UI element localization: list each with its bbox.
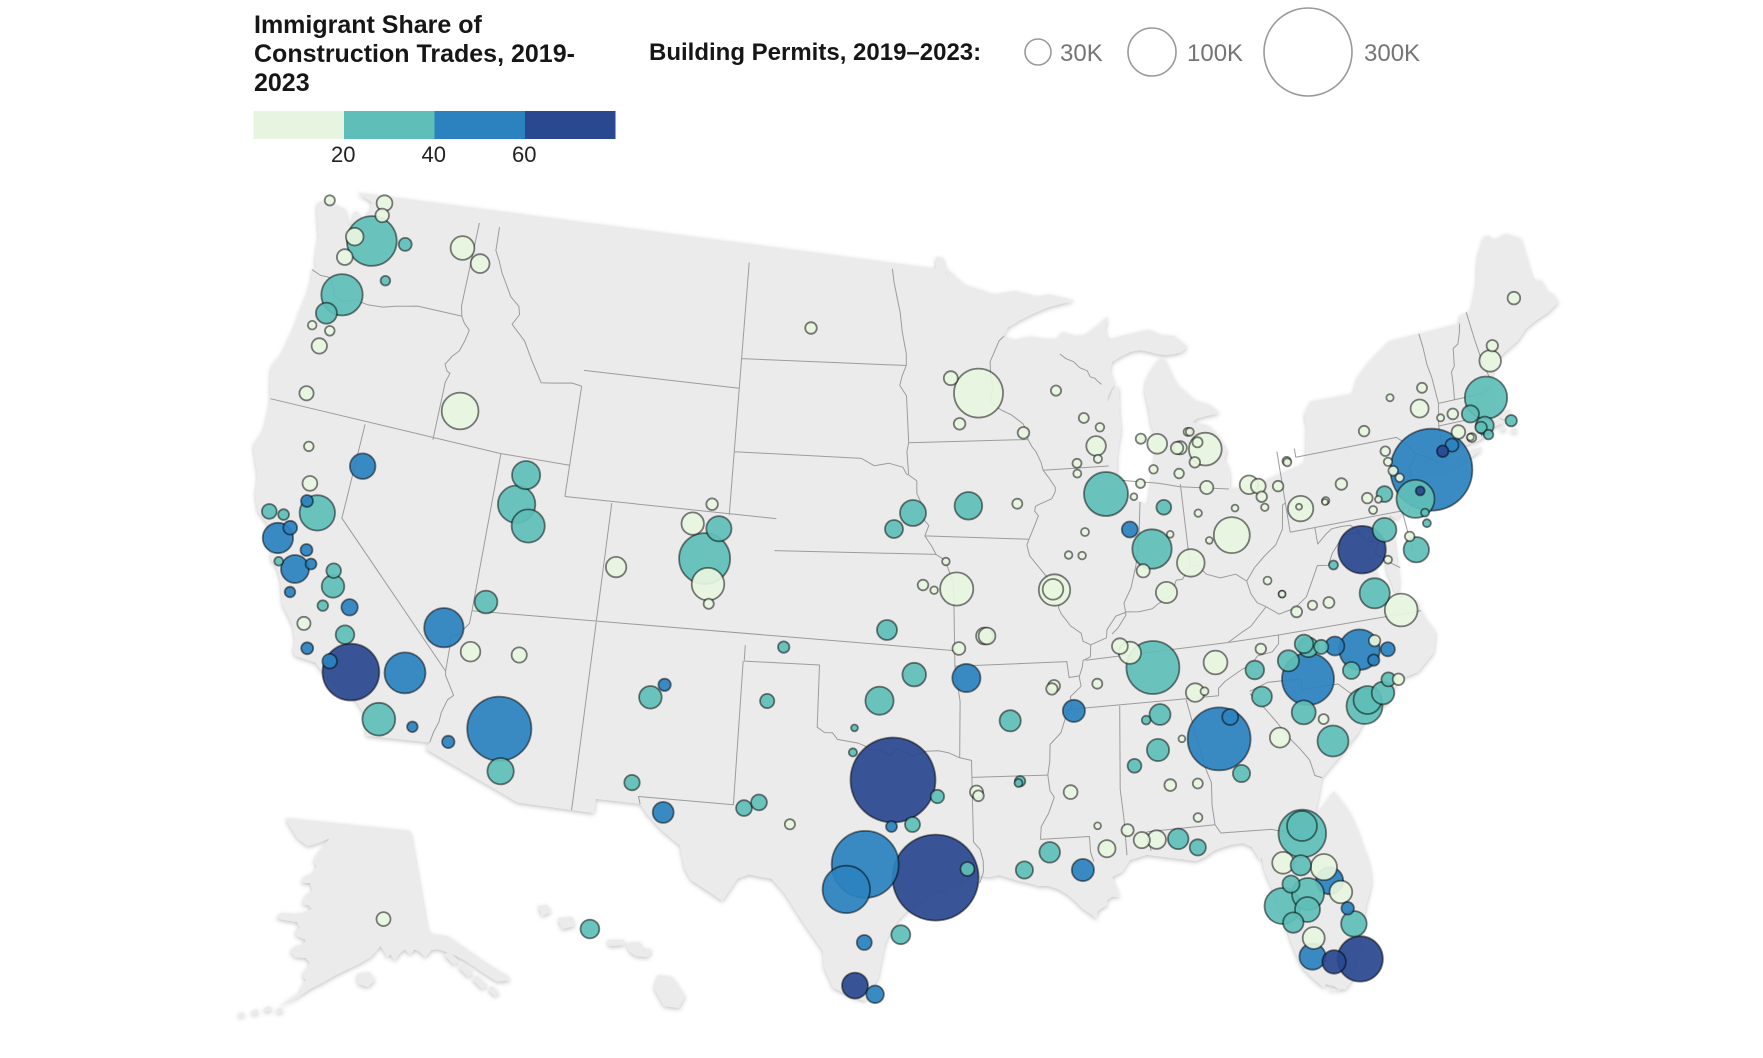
svg-text:40: 40 bbox=[422, 142, 446, 167]
svg-text:30K: 30K bbox=[1060, 40, 1103, 67]
svg-text:20: 20 bbox=[331, 142, 355, 167]
svg-text:Building Permits, 2019–2023:: Building Permits, 2019–2023: bbox=[649, 39, 981, 66]
svg-text:100K: 100K bbox=[1187, 40, 1243, 67]
svg-text:2023: 2023 bbox=[254, 69, 310, 97]
svg-text:Construction Trades, 2019-: Construction Trades, 2019- bbox=[254, 40, 575, 68]
svg-text:Immigrant Share of: Immigrant Share of bbox=[254, 11, 482, 39]
svg-text:300K: 300K bbox=[1364, 40, 1420, 67]
svg-text:60: 60 bbox=[512, 142, 536, 167]
